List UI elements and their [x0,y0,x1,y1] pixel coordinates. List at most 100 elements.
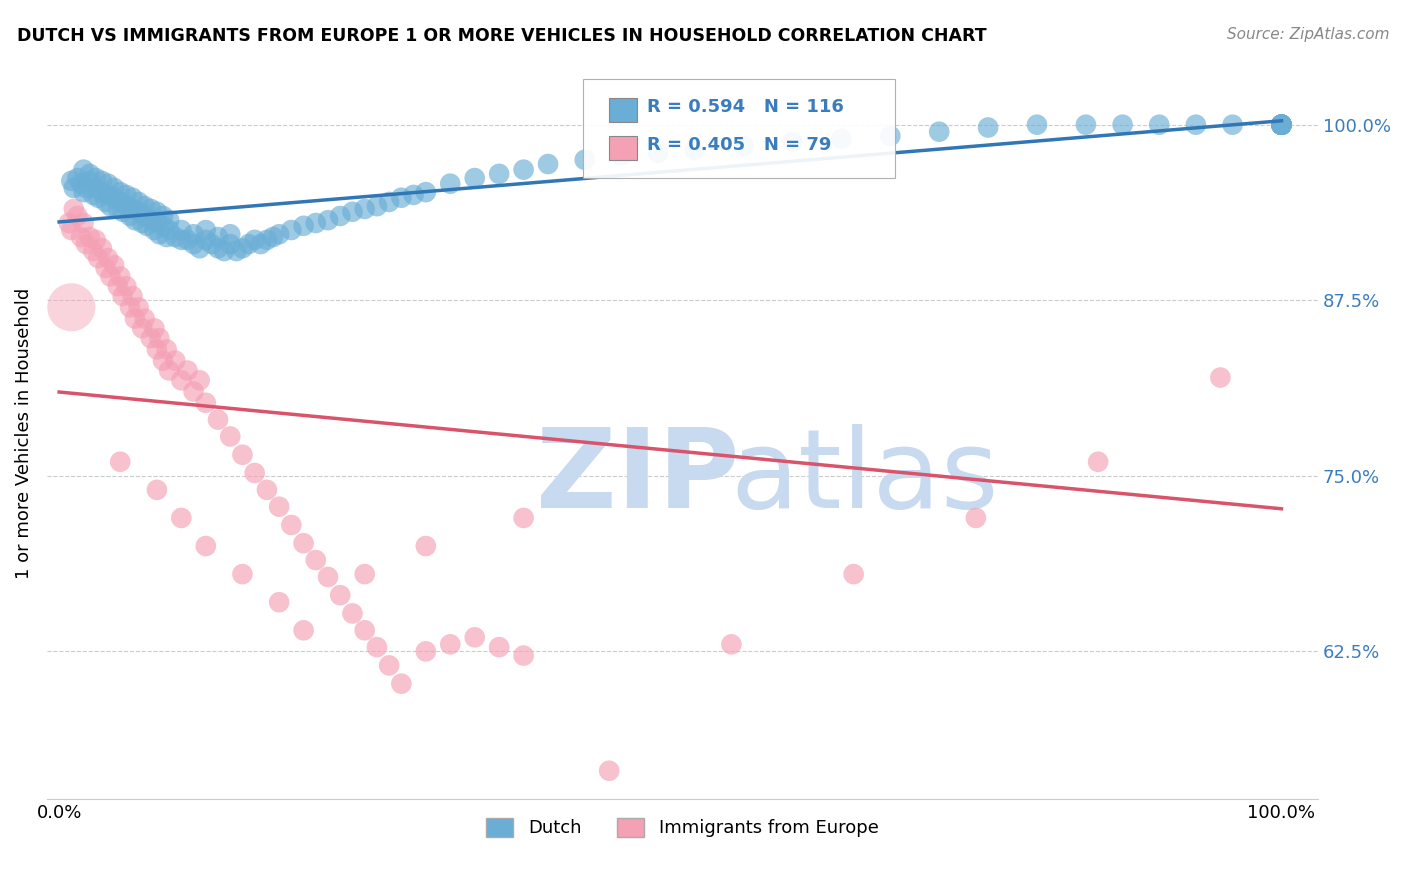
Legend: Dutch, Immigrants from Europe: Dutch, Immigrants from Europe [479,811,886,845]
Point [66,209,89,223]
Point [183,384,205,399]
Point [146,343,169,357]
Point [188,373,211,387]
Point [1270,118,1292,132]
Point [366,199,388,213]
Point [402,188,425,202]
Point [879,128,901,143]
Point [1270,118,1292,132]
Point [389,676,412,690]
Point [170,511,193,525]
Point [66,171,89,186]
Point [148,331,170,345]
Point [842,567,865,582]
Point [720,637,742,651]
Point [128,300,150,314]
Point [170,233,193,247]
Point [238,237,260,252]
Point [124,311,146,326]
Point [146,216,169,230]
Point [84,181,107,195]
Point [353,567,375,582]
Point [165,230,187,244]
Point [194,223,217,237]
Point [439,637,461,651]
Point [60,223,83,237]
Point [110,194,132,209]
Point [782,135,804,149]
Point [90,241,112,255]
Point [1270,118,1292,132]
Point [537,157,560,171]
Point [305,553,328,567]
Point [143,321,166,335]
Point [231,567,253,582]
Text: R = 0.405   N = 79: R = 0.405 N = 79 [647,136,831,154]
Point [574,153,596,167]
Point [231,448,253,462]
Point [219,429,242,443]
Point [207,230,229,244]
Point [111,289,134,303]
Point [305,216,328,230]
Point [439,177,461,191]
Point [131,216,153,230]
Point [97,177,120,191]
Point [219,237,242,252]
Text: ZIP: ZIP [536,424,740,531]
Point [115,188,138,202]
Point [121,191,143,205]
Point [97,251,120,265]
Point [1270,118,1292,132]
Point [103,191,125,205]
Point [194,233,217,247]
Point [269,227,291,242]
Point [128,194,150,209]
Point [219,227,242,242]
Point [139,202,162,216]
Point [512,511,534,525]
Point [1270,118,1292,132]
FancyBboxPatch shape [609,98,637,122]
Point [292,624,315,638]
Point [118,300,141,314]
Point [152,353,174,368]
Point [1270,118,1292,132]
Point [598,764,620,778]
Point [82,188,104,202]
Point [647,145,669,160]
Point [87,251,110,265]
Point [170,223,193,237]
Y-axis label: 1 or more Vehicles in Household: 1 or more Vehicles in Household [15,288,32,579]
Point [72,185,94,199]
Point [292,536,315,550]
Point [256,483,278,497]
Point [60,174,83,188]
Point [512,648,534,663]
Point [115,199,138,213]
Point [415,644,437,658]
Point [62,202,84,216]
Point [110,269,132,284]
Point [124,213,146,227]
Point [1270,118,1292,132]
Point [280,223,302,237]
Point [60,300,83,314]
Point [329,588,352,602]
Point [134,199,156,213]
Point [378,194,401,209]
Point [183,237,205,252]
Point [188,241,211,255]
Point [87,191,110,205]
Point [342,204,364,219]
Text: atlas: atlas [731,424,1000,531]
Point [464,171,486,186]
Point [243,233,266,247]
Point [212,244,235,259]
Point [146,483,169,497]
Point [1074,118,1097,132]
FancyBboxPatch shape [583,79,894,178]
Point [139,331,162,345]
Point [1222,118,1244,132]
Point [415,185,437,199]
